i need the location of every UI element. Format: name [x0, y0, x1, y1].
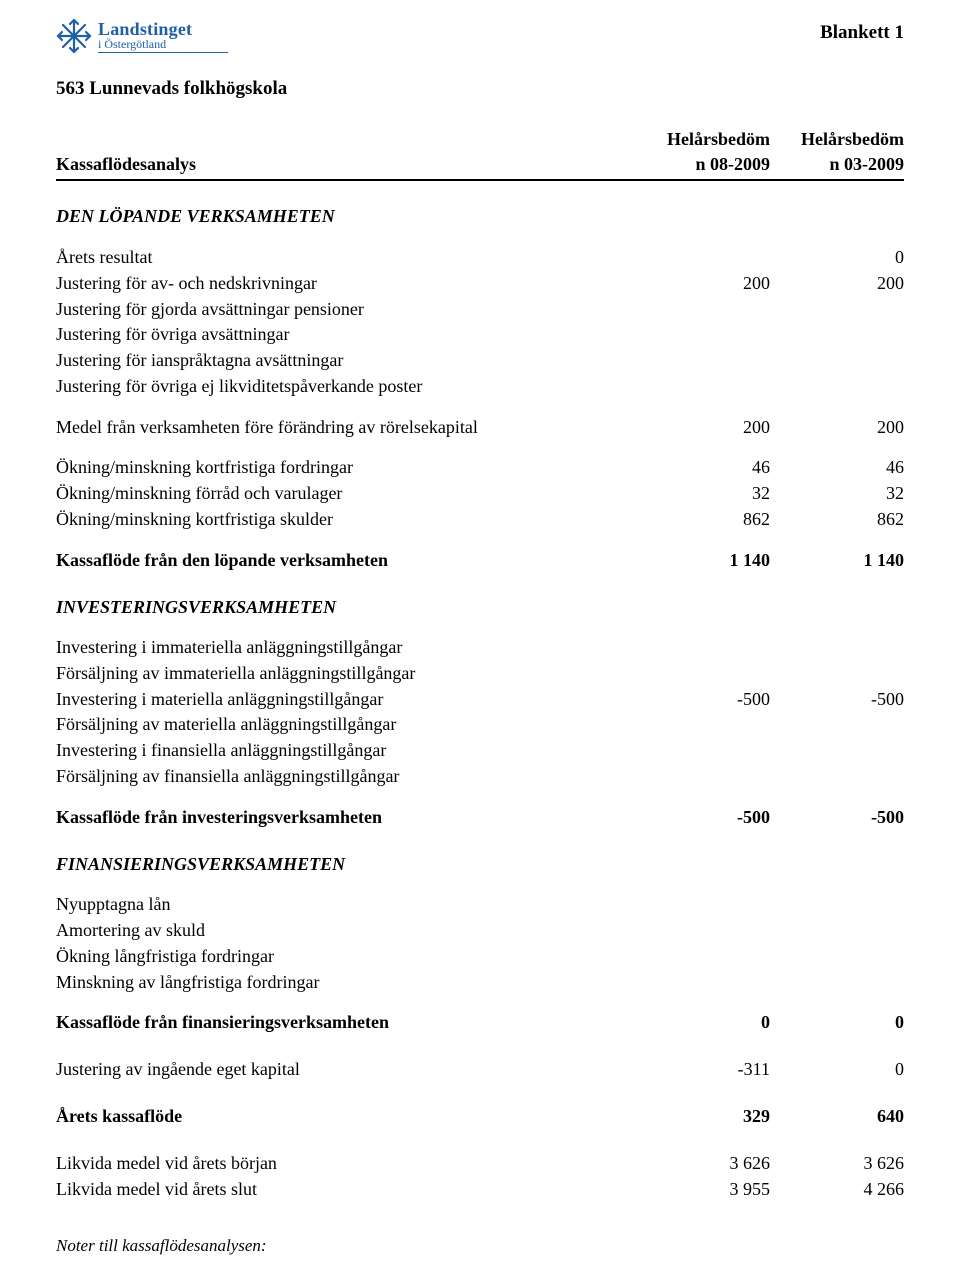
- table-row: Justering för övriga avsättningar: [56, 322, 904, 348]
- table-row: Kassaflöde från investeringsverksamheten…: [56, 804, 904, 830]
- col1-header-line2: n 08-2009: [636, 152, 770, 178]
- table-row: Ökning/minskning kortfristiga skulder862…: [56, 506, 904, 532]
- table-row: Ökning/minskning förråd och varulager323…: [56, 481, 904, 507]
- table-row: Försäljning av finansiella anläggningsti…: [56, 763, 904, 789]
- table-row: Ökning/minskning kortfristiga fordringar…: [56, 455, 904, 481]
- table-row: Investering i finansiella anläggningstil…: [56, 738, 904, 764]
- form-number: Blankett 1: [820, 22, 904, 44]
- table-row: Kassaflöde från finansieringsverksamhete…: [56, 1010, 904, 1036]
- snowflake-icon: [56, 18, 92, 54]
- col2-header-line2: n 03-2009: [770, 152, 904, 178]
- section-investing: INVESTERINGSVERKSAMHETEN: [56, 594, 636, 620]
- section-operating: DEN LÖPANDE VERKSAMHETEN: [56, 204, 636, 230]
- org-name-line1: Landstinget: [98, 20, 228, 38]
- table-row: Likvida medel vid årets slut3 9554 266: [56, 1176, 904, 1202]
- table-row-header: Kassaflödesanalys: [56, 126, 636, 177]
- table-row: Årets kassaflöde329640: [56, 1104, 904, 1130]
- table-row: Investering i materiella anläggningstill…: [56, 686, 904, 712]
- table-row: Ökning långfristiga fordringar: [56, 943, 904, 969]
- table-row: Minskning av långfristiga fordringar: [56, 969, 904, 995]
- table-row: Årets resultat0: [56, 245, 904, 271]
- table-row: Försäljning av materiella anläggningstil…: [56, 712, 904, 738]
- table-row: Justering för av- och nedskrivningar2002…: [56, 270, 904, 296]
- footnote: Noter till kassaflödesanalysen:: [56, 1236, 267, 1256]
- col1-header-line1: Helårsbedöm: [636, 126, 770, 152]
- table-row: Investering i immateriella anläggningsti…: [56, 635, 904, 661]
- table-row: Justering för gjorda avsättningar pensio…: [56, 296, 904, 322]
- table-row: Justering för ianspråktagna avsättningar: [56, 347, 904, 373]
- table-row: Justering av ingående eget kapital-3110: [56, 1057, 904, 1083]
- table-row: Likvida medel vid årets början3 6263 626: [56, 1150, 904, 1176]
- col2-header-line1: Helårsbedöm: [770, 126, 904, 152]
- table-row: Kassaflöde från den löpande verksamheten…: [56, 547, 904, 573]
- unit-title: 563 Lunnevads folkhögskola: [56, 78, 904, 100]
- section-financing: FINANSIERINGSVERKSAMHETEN: [56, 851, 636, 877]
- table-row: Nyupptagna lån: [56, 892, 904, 918]
- cashflow-table: Kassaflödesanalys Helårsbedöm Helårsbedö…: [56, 126, 904, 1202]
- org-name-line2: i Östergötland: [98, 38, 228, 50]
- table-row: Justering för övriga ej likviditetspåver…: [56, 373, 904, 399]
- table-row: Försäljning av immateriella anläggningst…: [56, 661, 904, 687]
- org-logo: Landstinget i Östergötland: [56, 18, 228, 54]
- table-row: Medel från verksamheten före förändring …: [56, 414, 904, 440]
- table-row: Amortering av skuld: [56, 918, 904, 944]
